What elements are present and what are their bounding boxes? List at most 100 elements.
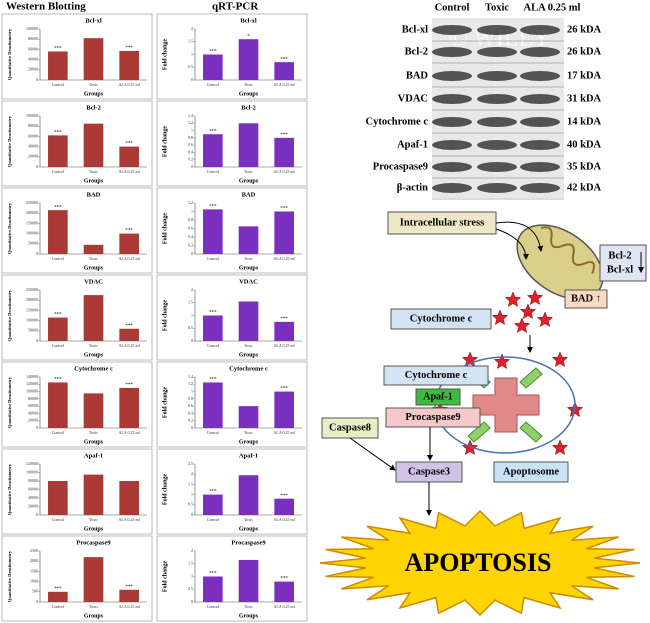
band [477,140,517,150]
significance-label: *** [280,133,288,138]
significance-label: *** [125,383,133,388]
x-tick-label: ALA 0.25 ml [119,343,141,348]
lane-label: ALA 0.25 ml [524,2,581,13]
x-tick-label: Toxic [244,343,253,348]
significance-label: *** [54,131,62,136]
x-axis-label: Groups [84,439,104,445]
mitochondrion [516,224,604,300]
x-tick-label: Control [52,343,65,348]
x-tick-label: Toxic [89,430,98,435]
bar [83,474,104,515]
y-tick-label: 100000 [26,469,38,474]
apaf-box [415,388,461,406]
x-tick-label: Toxic [244,169,253,174]
x-tick-label: Control [52,517,65,522]
significance-label: *** [209,50,217,55]
chart-title: Bcl-2 [86,104,100,111]
y-tick-label: 40000 [28,57,38,62]
bar [238,123,259,167]
x-axis-label: Groups [84,352,104,358]
y-axis-label: Fold change [162,126,168,158]
y-tick-label: 0 [191,599,193,604]
panel-frame [1,274,153,361]
x-tick-label: ALA 0.25 ml [274,169,296,174]
bar [274,62,294,80]
y-tick-label: 20000 [28,67,38,72]
y-tick-label: 1500 [30,568,38,573]
protein-label: VDAC [398,93,428,104]
y-tick-label: 0.2 [188,242,193,247]
star [536,311,554,328]
y-tick-label: 0 [191,164,193,169]
size-label: 31 kDA [567,93,602,104]
band [432,162,472,172]
band [432,140,472,150]
band [432,117,472,127]
x-tick-label: ALA 0.25 ml [119,82,141,87]
cytochrome-stars [431,289,584,456]
band [520,117,560,127]
bar [238,475,259,515]
size-label: 14 kDA [567,116,602,127]
x-tick-label: ALA 0.25 ml [274,343,296,348]
y-tick-label: 1.5 [188,300,193,305]
significance-label: *** [280,317,288,322]
band [520,183,560,193]
y-tick-label: 1000 [30,579,38,584]
x-tick-label: Control [52,604,65,609]
significance-label: *** [209,205,217,210]
y-tick-label: 0.6 [188,142,193,147]
x-axis-label: Groups [239,352,259,358]
x-axis-label: Groups [239,439,259,445]
y-tick-label: 0 [36,251,38,256]
y-tick-label: 80000 [28,36,38,41]
protein-label: Cytochrome c [366,116,429,127]
x-axis-label: Groups [239,91,259,97]
y-tick-label: 0.8 [188,396,193,401]
y-tick-label: 0 [36,425,38,430]
procasp9-box [385,407,481,428]
significance-label: *** [54,47,62,52]
band [520,162,560,172]
x-axis-label: Groups [239,178,259,184]
protein-label: Apaf-1 [397,139,428,150]
x-tick-label: Toxic [89,343,98,348]
x-tick-label: ALA 0.25 ml [119,169,141,174]
x-tick-label: Toxic [244,430,253,435]
x-axis-label: Groups [84,265,104,271]
arrow [495,228,529,260]
panel-frame [156,274,308,361]
y-tick-label: 0 [191,512,193,517]
bar [274,321,294,341]
y-tick-label: 0.4 [188,410,193,415]
band [520,94,560,104]
panel-frame [156,448,308,535]
chart-panel: Bcl-xl Quantitative Densitometry Groups 0 20… [1,13,153,100]
y-tick-label: 0 [191,251,193,256]
star [491,309,509,326]
bar [274,211,294,254]
y-tick-label: 2.5 [188,461,193,466]
chart-title: VDAC [239,278,258,285]
heading: qRT-PCR [212,1,259,13]
chart-title: Procaspase9 [76,539,111,546]
y-tick-label: 2000 [30,558,38,563]
band [432,47,472,57]
x-tick-label: Toxic [89,82,98,87]
bar [48,382,68,428]
y-tick-label: 150000 [26,307,38,312]
bar [203,382,223,428]
x-axis-label: Groups [84,91,104,97]
y-tick-label: 140000 [26,374,38,379]
y-tick-label: 50000 [28,328,38,333]
y-tick-label: 1.5 [188,39,193,44]
band [432,71,472,81]
significance-label: *** [125,46,133,51]
chart-panel: Bcl-2 Fold change Groups 0 0.2 0.4 0.6 0.8 1 1.2 1… [156,100,308,187]
y-tick-label: 1 [191,388,193,393]
y-tick-label: 1 [191,573,193,578]
bar [203,209,223,254]
cytc-box [390,308,492,330]
